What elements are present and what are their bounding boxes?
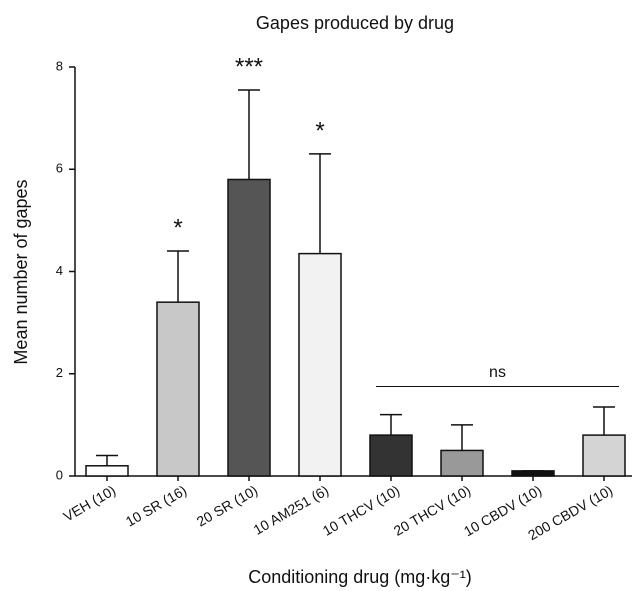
y-tick-label: 6 bbox=[56, 161, 63, 176]
x-tick-label: 20 THCV (10) bbox=[391, 482, 474, 539]
error-bar bbox=[451, 424, 473, 451]
bar bbox=[511, 470, 555, 477]
bar bbox=[582, 434, 626, 477]
y-tick-label: 4 bbox=[56, 263, 63, 278]
error-bar bbox=[380, 413, 402, 436]
bar bbox=[85, 465, 129, 477]
bar bbox=[369, 434, 413, 477]
significance-label: *** bbox=[235, 53, 263, 80]
significance-label: * bbox=[173, 214, 182, 241]
bar bbox=[440, 449, 484, 477]
error-bar bbox=[309, 153, 331, 254]
y-axis-label: Mean number of gapes bbox=[11, 179, 31, 364]
error-bar bbox=[238, 89, 260, 180]
error-bar bbox=[593, 406, 615, 436]
x-tick-label: 10 AM251 (6) bbox=[251, 482, 332, 538]
error-bar bbox=[167, 250, 189, 303]
x-axis-label: Conditioning drug (mg·kg⁻¹) bbox=[248, 567, 472, 587]
y-tick-label: 2 bbox=[56, 365, 63, 380]
x-tick-label: 20 SR (10) bbox=[194, 482, 261, 530]
bar bbox=[298, 252, 342, 477]
error-bar bbox=[96, 454, 118, 466]
ns-label: ns bbox=[489, 364, 506, 381]
x-tick-label: VEH (10) bbox=[60, 482, 118, 525]
significance-label: * bbox=[315, 117, 324, 144]
chart-title: Gapes produced by drug bbox=[256, 13, 454, 33]
x-tick-label: 10 SR (16) bbox=[123, 482, 190, 530]
bar bbox=[227, 178, 271, 477]
x-tick-label: 10 THCV (10) bbox=[320, 482, 403, 539]
y-tick-label: 0 bbox=[56, 467, 63, 482]
y-tick-label: 8 bbox=[56, 58, 63, 73]
bar bbox=[156, 301, 200, 477]
